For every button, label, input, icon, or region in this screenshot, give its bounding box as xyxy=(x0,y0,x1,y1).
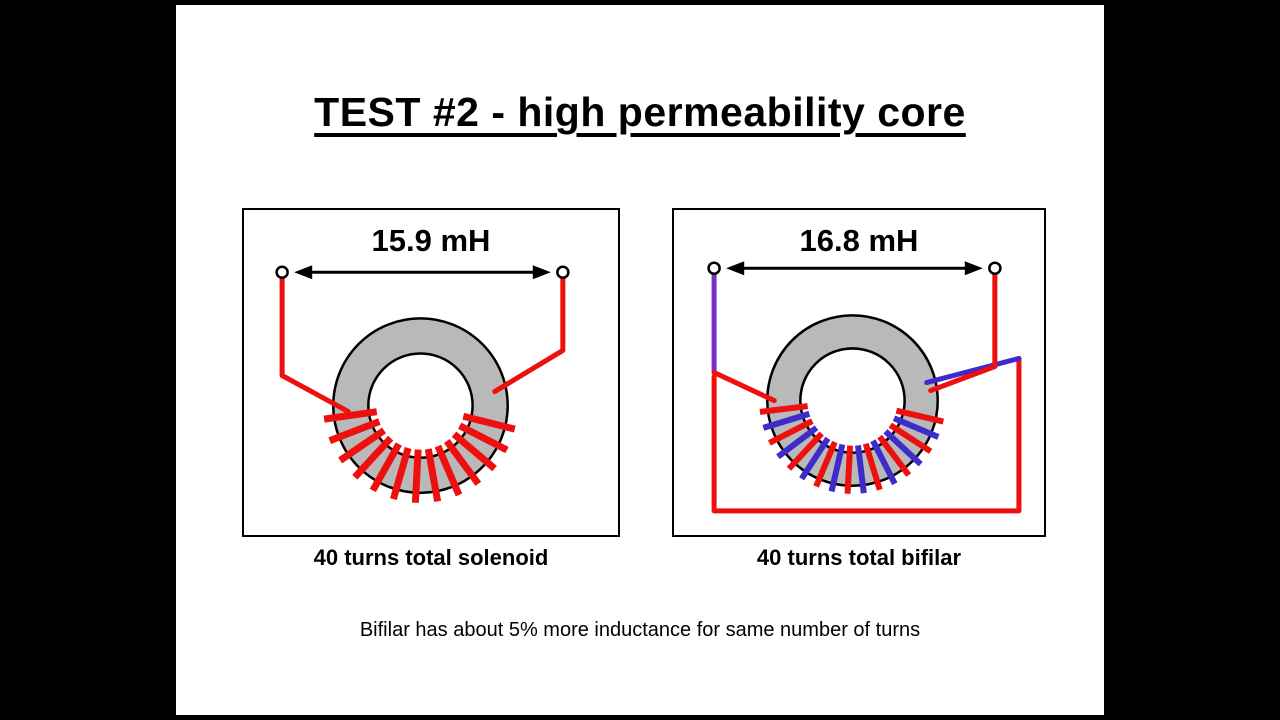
winding-turn xyxy=(323,408,378,423)
winding-turn xyxy=(424,448,442,502)
terminal-left xyxy=(707,261,721,275)
winding-turn xyxy=(895,407,945,425)
winding-turn xyxy=(762,410,811,431)
slide-title: TEST #2 - high permeability core xyxy=(314,89,966,135)
right-entry-wire-blue xyxy=(924,355,1022,386)
right-lead-wire xyxy=(492,275,566,395)
winding-turn xyxy=(759,403,809,415)
bifilar-diagram xyxy=(707,261,1022,514)
left-entry-wire-red xyxy=(711,369,777,404)
arrowhead-right-icon xyxy=(964,261,983,276)
winding-turn xyxy=(786,431,824,471)
winding-turn xyxy=(892,415,940,440)
terminal-right xyxy=(556,265,570,279)
winding-turn xyxy=(443,438,482,486)
winding-turn xyxy=(338,427,387,464)
inductance-value-bifilar: 16.8 mH xyxy=(799,223,919,258)
right-entry-wire-red xyxy=(928,363,998,394)
winding-turn xyxy=(888,422,933,454)
winding-turn xyxy=(390,447,412,501)
winding-turn xyxy=(451,431,497,472)
inductance-value-solenoid: 15.9 mH xyxy=(371,223,491,258)
winding-turn xyxy=(883,429,923,467)
return-loop-wire-red xyxy=(711,355,1022,514)
terminal-right xyxy=(988,261,1002,275)
bifilar-windings xyxy=(759,403,945,494)
winding-turn xyxy=(855,445,867,494)
winding-turn xyxy=(844,445,854,494)
slide-footnote: Bifilar has about 5% more inductance for… xyxy=(359,619,921,641)
arrowhead-left-icon xyxy=(726,261,745,276)
winding-turn xyxy=(434,444,463,497)
winding-turn xyxy=(411,449,422,503)
winding-turn xyxy=(828,443,846,493)
winding-turn xyxy=(776,425,819,460)
solenoid-diagram-box: 15.9 mH xyxy=(242,208,620,537)
solenoid-windings xyxy=(323,408,516,503)
bifilar-caption: 40 turns total bifilar xyxy=(756,545,962,570)
bifilar-diagram-box: 16.8 mH xyxy=(672,208,1046,537)
winding-turn xyxy=(328,418,381,444)
slide: TEST #2 - high permeability core 15.9 mH xyxy=(176,5,1104,715)
winding-turn xyxy=(767,418,814,446)
winding-turn xyxy=(462,412,516,433)
arrowhead-left-icon xyxy=(294,265,313,280)
winding-turn xyxy=(813,440,838,488)
solenoid-diagram xyxy=(275,265,570,503)
winding-turn xyxy=(458,422,509,454)
winding-turn xyxy=(862,442,883,491)
winding-turn xyxy=(352,435,394,480)
winding-turn xyxy=(877,434,912,477)
terminal-left xyxy=(275,265,289,279)
winding-turn xyxy=(369,442,402,493)
winding-turn xyxy=(799,436,831,481)
left-lead-wire xyxy=(279,275,351,415)
solenoid-caption: 40 turns total solenoid xyxy=(313,545,549,570)
winding-turn xyxy=(870,439,898,486)
arrowhead-right-icon xyxy=(532,265,551,280)
